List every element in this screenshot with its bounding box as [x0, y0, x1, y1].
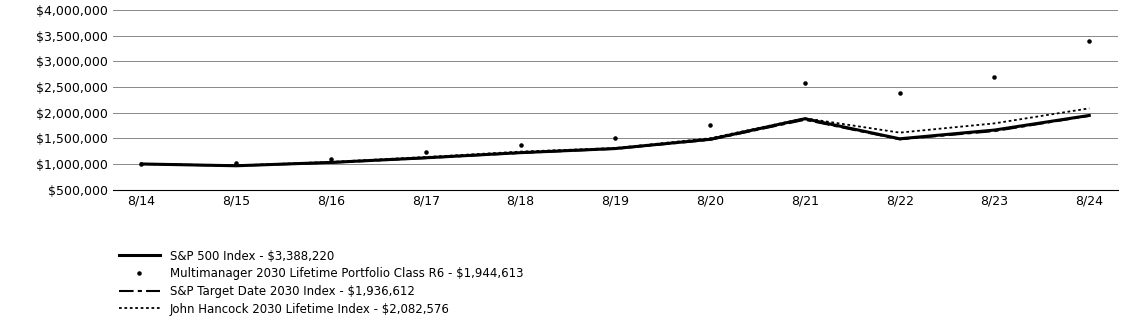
- John Hancock 2030 Lifetime Index - $2,082,576: [1083, 106, 1096, 110]
- S&P 500 Index - $3,388,220: [798, 81, 812, 85]
- S&P 500 Index - $3,388,220: [988, 75, 1001, 78]
- S&P 500 Index - $3,388,220: [703, 123, 717, 127]
- John Hancock 2030 Lifetime Index - $2,082,576: [988, 121, 1001, 125]
- Line: Multimanager 2030 Lifetime Portfolio Class R6 - $1,944,613: Multimanager 2030 Lifetime Portfolio Cla…: [141, 115, 1089, 166]
- Line: S&P 500 Index - $3,388,220: S&P 500 Index - $3,388,220: [138, 38, 1093, 167]
- Multimanager 2030 Lifetime Portfolio Class R6 - $1,944,613: [229, 164, 243, 168]
- S&P Target Date 2030 Index - $1,936,612: [229, 164, 243, 168]
- Multimanager 2030 Lifetime Portfolio Class R6 - $1,944,613: [134, 162, 148, 166]
- S&P Target Date 2030 Index - $1,936,612: [609, 147, 622, 151]
- Multimanager 2030 Lifetime Portfolio Class R6 - $1,944,613: [893, 137, 907, 141]
- John Hancock 2030 Lifetime Index - $2,082,576: [324, 160, 338, 164]
- Line: S&P Target Date 2030 Index - $1,936,612: S&P Target Date 2030 Index - $1,936,612: [141, 116, 1089, 166]
- S&P Target Date 2030 Index - $1,936,612: [703, 138, 717, 142]
- John Hancock 2030 Lifetime Index - $2,082,576: [893, 131, 907, 135]
- S&P 500 Index - $3,388,220: [324, 157, 338, 161]
- S&P Target Date 2030 Index - $1,936,612: [893, 137, 907, 141]
- Multimanager 2030 Lifetime Portfolio Class R6 - $1,944,613: [324, 161, 338, 164]
- S&P 500 Index - $3,388,220: [229, 162, 243, 165]
- S&P 500 Index - $3,388,220: [1083, 39, 1096, 43]
- Multimanager 2030 Lifetime Portfolio Class R6 - $1,944,613: [514, 151, 527, 155]
- John Hancock 2030 Lifetime Index - $2,082,576: [229, 164, 243, 167]
- S&P 500 Index - $3,388,220: [419, 150, 432, 154]
- Multimanager 2030 Lifetime Portfolio Class R6 - $1,944,613: [703, 137, 717, 141]
- John Hancock 2030 Lifetime Index - $2,082,576: [703, 136, 717, 140]
- John Hancock 2030 Lifetime Index - $2,082,576: [798, 116, 812, 120]
- Multimanager 2030 Lifetime Portfolio Class R6 - $1,944,613: [988, 128, 1001, 132]
- Legend: S&P 500 Index - $3,388,220, Multimanager 2030 Lifetime Portfolio Class R6 - $1,9: S&P 500 Index - $3,388,220, Multimanager…: [119, 250, 523, 316]
- S&P 500 Index - $3,388,220: [514, 143, 527, 147]
- John Hancock 2030 Lifetime Index - $2,082,576: [609, 146, 622, 150]
- Multimanager 2030 Lifetime Portfolio Class R6 - $1,944,613: [798, 117, 812, 121]
- John Hancock 2030 Lifetime Index - $2,082,576: [134, 162, 148, 166]
- S&P Target Date 2030 Index - $1,936,612: [798, 118, 812, 122]
- S&P 500 Index - $3,388,220: [134, 162, 148, 166]
- S&P Target Date 2030 Index - $1,936,612: [514, 151, 527, 155]
- S&P Target Date 2030 Index - $1,936,612: [134, 162, 148, 166]
- Multimanager 2030 Lifetime Portfolio Class R6 - $1,944,613: [419, 156, 432, 160]
- John Hancock 2030 Lifetime Index - $2,082,576: [514, 150, 527, 154]
- S&P 500 Index - $3,388,220: [893, 91, 907, 95]
- Multimanager 2030 Lifetime Portfolio Class R6 - $1,944,613: [1083, 113, 1096, 117]
- Multimanager 2030 Lifetime Portfolio Class R6 - $1,944,613: [609, 146, 622, 150]
- S&P Target Date 2030 Index - $1,936,612: [419, 156, 432, 160]
- John Hancock 2030 Lifetime Index - $2,082,576: [419, 155, 432, 159]
- S&P Target Date 2030 Index - $1,936,612: [324, 161, 338, 165]
- S&P 500 Index - $3,388,220: [609, 136, 622, 140]
- Line: John Hancock 2030 Lifetime Index - $2,082,576: John Hancock 2030 Lifetime Index - $2,08…: [141, 108, 1089, 165]
- S&P Target Date 2030 Index - $1,936,612: [988, 129, 1001, 133]
- S&P Target Date 2030 Index - $1,936,612: [1083, 114, 1096, 118]
